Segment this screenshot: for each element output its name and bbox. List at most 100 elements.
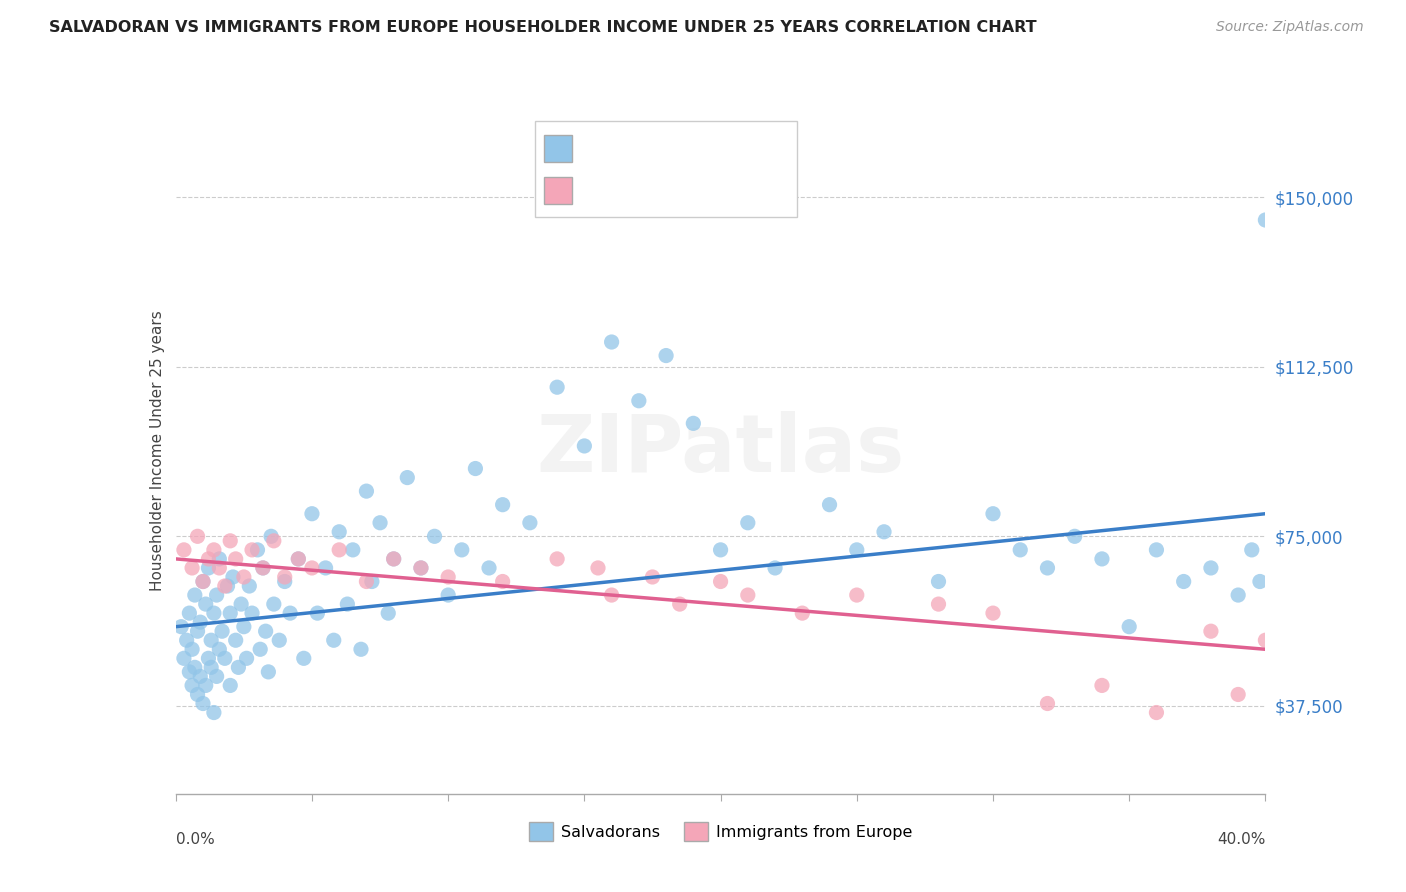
Point — [1091, 552, 1114, 566]
Point — [818, 498, 841, 512]
Point — [191, 697, 214, 711]
Point — [478, 561, 501, 575]
Legend: Salvadorans, Immigrants from Europe: Salvadorans, Immigrants from Europe — [523, 815, 918, 847]
FancyBboxPatch shape — [544, 136, 572, 161]
Point — [208, 552, 231, 566]
Point — [627, 393, 650, 408]
Point — [278, 606, 301, 620]
Point — [274, 574, 297, 589]
Point — [586, 561, 609, 575]
Point — [464, 461, 486, 475]
Point — [225, 633, 247, 648]
Point — [519, 516, 541, 530]
Point — [254, 624, 277, 639]
Point — [409, 561, 432, 575]
Point — [360, 574, 382, 589]
Point — [202, 706, 225, 720]
Point — [763, 561, 786, 575]
Point — [274, 570, 297, 584]
Point — [240, 606, 263, 620]
Point — [214, 579, 236, 593]
Text: 0.313: 0.313 — [617, 138, 665, 157]
Text: 40.0%: 40.0% — [1218, 831, 1265, 847]
Point — [1227, 688, 1250, 702]
Point — [450, 542, 472, 557]
Point — [235, 651, 257, 665]
Point — [574, 439, 596, 453]
Point — [1010, 542, 1032, 557]
Point — [287, 552, 309, 566]
Point — [1254, 633, 1277, 648]
Point — [263, 597, 285, 611]
Point — [208, 561, 231, 575]
Point — [928, 574, 950, 589]
Point — [1144, 542, 1167, 557]
Point — [873, 524, 896, 539]
Point — [1173, 574, 1195, 589]
Point — [219, 606, 242, 620]
Point — [1240, 542, 1263, 557]
Point — [188, 615, 211, 630]
Point — [188, 669, 211, 683]
Point — [1249, 574, 1271, 589]
Point — [668, 597, 690, 611]
Point — [737, 588, 759, 602]
Point — [202, 606, 225, 620]
Point — [737, 516, 759, 530]
Point — [257, 665, 280, 679]
Point — [492, 574, 515, 589]
Point — [546, 380, 568, 394]
Point — [194, 597, 217, 611]
Text: R =: R = — [579, 138, 610, 157]
Point — [249, 642, 271, 657]
Point — [287, 552, 309, 566]
Point — [219, 533, 242, 548]
Point — [1036, 697, 1059, 711]
Point — [197, 651, 219, 665]
Point — [225, 552, 247, 566]
Point — [170, 620, 193, 634]
Point — [191, 574, 214, 589]
Point — [682, 417, 704, 431]
Point — [246, 542, 269, 557]
Point — [981, 606, 1004, 620]
Point — [228, 660, 250, 674]
Point — [792, 606, 814, 620]
Point — [641, 570, 664, 584]
Point — [181, 561, 204, 575]
Point — [1036, 561, 1059, 575]
Point — [423, 529, 446, 543]
Point — [194, 678, 217, 692]
Point — [260, 529, 283, 543]
Point — [197, 552, 219, 566]
Text: 100: 100 — [709, 138, 741, 157]
Point — [1227, 588, 1250, 602]
Point — [350, 642, 373, 657]
Point — [232, 570, 254, 584]
Text: -0.311: -0.311 — [617, 181, 671, 200]
Point — [208, 642, 231, 657]
Point — [382, 552, 405, 566]
Point — [342, 542, 364, 557]
Point — [1063, 529, 1085, 543]
Point — [240, 542, 263, 557]
Point — [238, 579, 260, 593]
Point — [1254, 213, 1277, 227]
Point — [356, 574, 378, 589]
Point — [263, 533, 285, 548]
Point — [981, 507, 1004, 521]
Point — [710, 542, 733, 557]
Point — [301, 507, 323, 521]
Point — [307, 606, 329, 620]
Point — [186, 529, 209, 543]
Point — [179, 665, 201, 679]
Text: R =: R = — [579, 181, 610, 200]
Point — [301, 561, 323, 575]
Point — [205, 588, 228, 602]
Point — [600, 334, 623, 349]
Point — [1199, 624, 1222, 639]
Point — [232, 620, 254, 634]
Point — [211, 624, 233, 639]
Point — [200, 633, 222, 648]
Point — [328, 542, 350, 557]
